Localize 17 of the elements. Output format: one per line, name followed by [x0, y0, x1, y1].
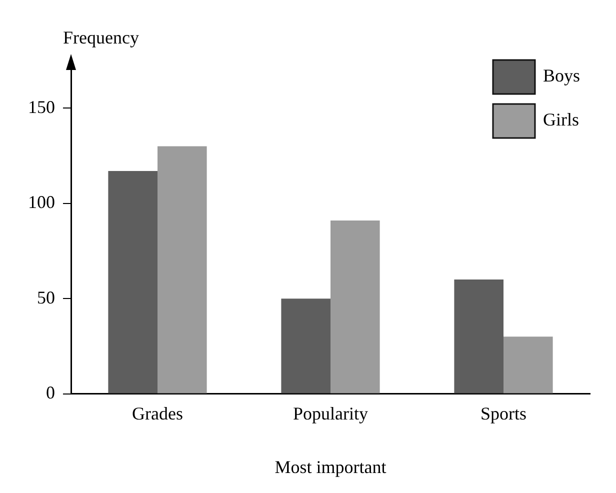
y-axis-title: Frequency	[63, 28, 139, 48]
bar	[281, 298, 330, 394]
bar	[504, 336, 553, 394]
bar	[330, 220, 380, 394]
x-axis-title: Most important	[274, 456, 386, 477]
x-tick-label: Popularity	[293, 403, 368, 424]
bar	[108, 170, 158, 394]
x-tick-label: Grades	[132, 403, 183, 424]
y-tick-label: 50	[37, 287, 55, 308]
legend-label: Girls	[542, 110, 579, 130]
y-tick-label: 100	[28, 192, 55, 212]
bar	[454, 280, 504, 394]
y-tick-label: 0	[46, 382, 55, 403]
legend-label: Boys	[542, 66, 580, 86]
y-tick-label: 150	[28, 96, 55, 117]
x-tick-label: Sports	[480, 403, 527, 424]
bar	[158, 146, 207, 394]
